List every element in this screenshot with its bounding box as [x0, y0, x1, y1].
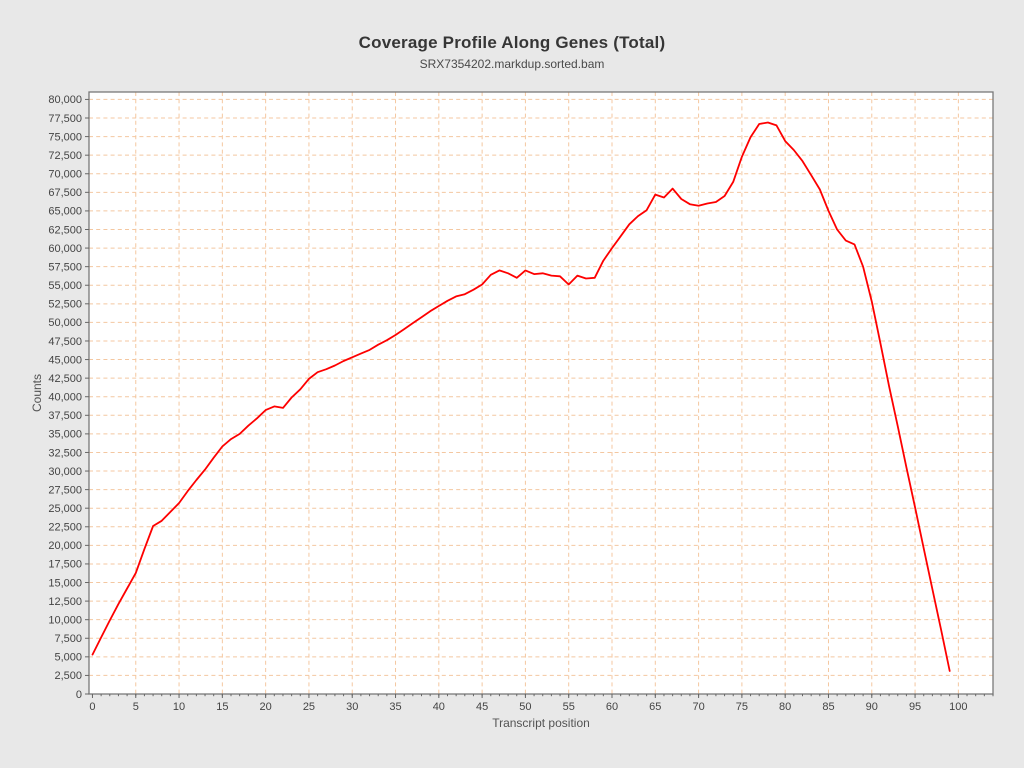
- svg-text:70: 70: [692, 701, 704, 713]
- svg-text:90: 90: [866, 701, 878, 713]
- svg-text:65,000: 65,000: [48, 206, 82, 218]
- svg-text:47,500: 47,500: [48, 336, 82, 348]
- svg-text:22,500: 22,500: [48, 522, 82, 534]
- svg-text:80: 80: [779, 701, 791, 713]
- svg-text:27,500: 27,500: [48, 484, 82, 496]
- svg-text:45,000: 45,000: [48, 354, 82, 366]
- svg-text:95: 95: [909, 701, 921, 713]
- svg-text:35,000: 35,000: [48, 429, 82, 441]
- x-axis-label: Transcript position: [492, 716, 590, 730]
- svg-text:55,000: 55,000: [48, 280, 82, 292]
- svg-text:0: 0: [89, 701, 95, 713]
- svg-text:55: 55: [563, 701, 575, 713]
- svg-text:45: 45: [476, 701, 488, 713]
- svg-text:100: 100: [949, 701, 967, 713]
- axis-tick-labels: 0 5 10 15 20 25 30 35 40 45 50 55 60 65 70 75 80 85 90 95 10…: [48, 94, 967, 713]
- svg-text:10,000: 10,000: [48, 614, 82, 626]
- svg-text:75,000: 75,000: [48, 131, 82, 143]
- chart-subtitle: SRX7354202.markdup.sorted.bam: [419, 57, 605, 71]
- svg-text:12,500: 12,500: [48, 596, 82, 608]
- svg-text:17,500: 17,500: [48, 559, 82, 571]
- svg-text:70,000: 70,000: [48, 169, 82, 181]
- y-axis-label: Counts: [30, 373, 44, 413]
- svg-text:50: 50: [519, 701, 531, 713]
- chart-title: Coverage Profile Along Genes (Total): [358, 33, 666, 52]
- svg-text:50,000: 50,000: [48, 317, 82, 329]
- svg-text:32,500: 32,500: [48, 447, 82, 459]
- svg-text:10: 10: [173, 701, 185, 713]
- svg-text:20,000: 20,000: [48, 540, 82, 552]
- svg-text:37,500: 37,500: [48, 410, 82, 422]
- svg-text:2,500: 2,500: [54, 670, 82, 682]
- svg-text:85: 85: [822, 701, 834, 713]
- svg-text:77,500: 77,500: [48, 113, 82, 125]
- svg-text:57,500: 57,500: [48, 261, 82, 273]
- svg-text:40: 40: [433, 701, 445, 713]
- svg-text:60,000: 60,000: [48, 243, 82, 255]
- svg-text:25: 25: [303, 701, 315, 713]
- svg-text:15,000: 15,000: [48, 577, 82, 589]
- svg-text:60: 60: [606, 701, 618, 713]
- svg-text:15: 15: [216, 701, 228, 713]
- svg-text:25,000: 25,000: [48, 503, 82, 515]
- svg-text:7,500: 7,500: [54, 633, 82, 645]
- svg-text:67,500: 67,500: [48, 187, 82, 199]
- svg-text:62,500: 62,500: [48, 224, 82, 236]
- axis-ticks: [85, 98, 994, 698]
- svg-text:30,000: 30,000: [48, 466, 82, 478]
- plot-border: [88, 91, 994, 695]
- svg-text:75: 75: [736, 701, 748, 713]
- svg-text:80,000: 80,000: [48, 94, 82, 106]
- svg-text:20: 20: [260, 701, 272, 713]
- svg-text:30: 30: [346, 701, 358, 713]
- plot-area: [89, 92, 993, 694]
- svg-text:5,000: 5,000: [54, 652, 82, 664]
- svg-text:65: 65: [649, 701, 661, 713]
- svg-text:5: 5: [133, 701, 139, 713]
- svg-text:42,500: 42,500: [48, 373, 82, 385]
- svg-text:40,000: 40,000: [48, 392, 82, 404]
- svg-text:72,500: 72,500: [48, 150, 82, 162]
- series-line: [91, 121, 951, 672]
- svg-text:52,500: 52,500: [48, 299, 82, 311]
- svg-text:35: 35: [389, 701, 401, 713]
- svg-text:0: 0: [76, 689, 82, 701]
